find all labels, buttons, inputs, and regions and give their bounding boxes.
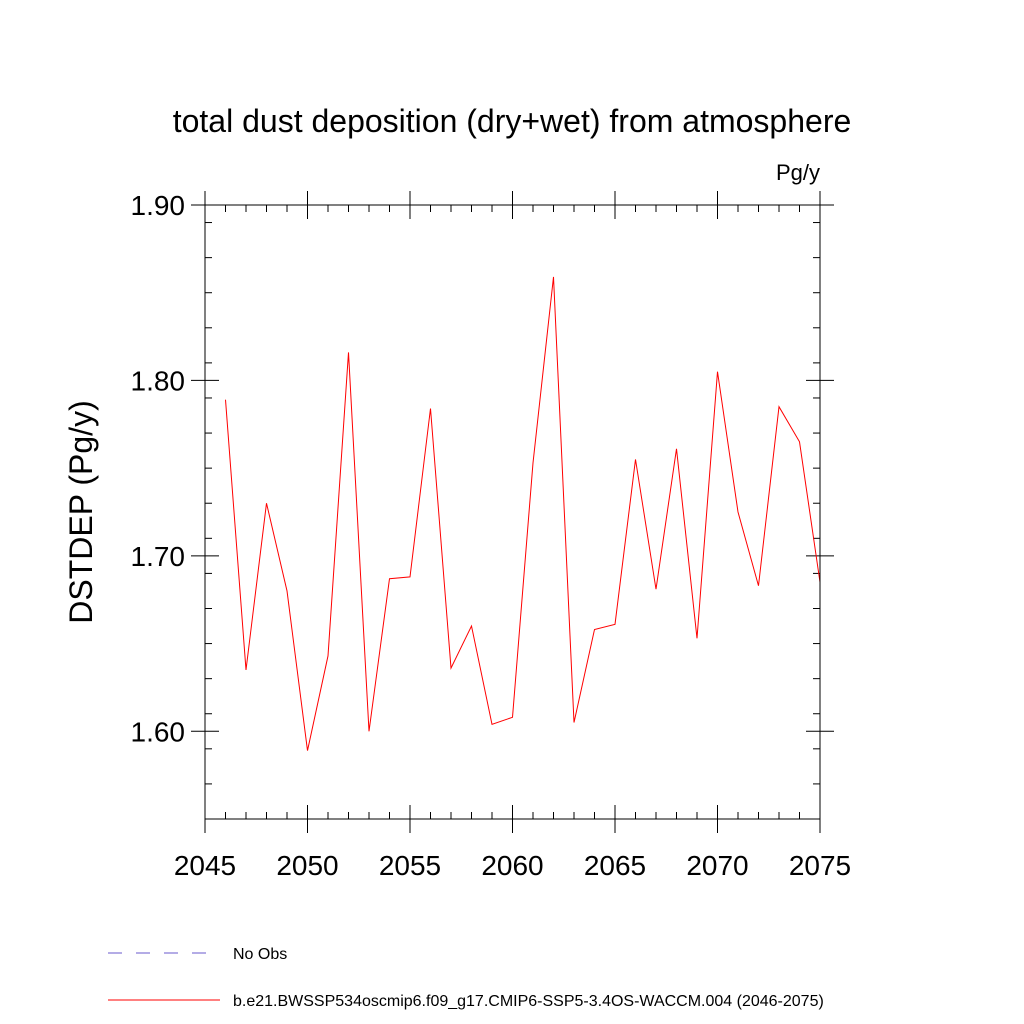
legend-label: No Obs <box>233 946 287 963</box>
y-tick-label: 1.60 <box>131 716 186 747</box>
x-tick-label: 2060 <box>481 850 543 881</box>
y-tick-label: 1.90 <box>131 190 186 221</box>
x-tick-label: 2065 <box>584 850 646 881</box>
x-tick-label: 2075 <box>789 850 851 881</box>
plot-frame <box>204 204 821 820</box>
chart-title: total dust deposition (dry+wet) from atm… <box>173 103 852 139</box>
y-tick-labels: 1.60 1.70 1.80 1.90 <box>131 190 186 747</box>
legend-label: b.e21.BWSSP534oscmip6.f09_g17.CMIP6-SSP5… <box>233 993 824 1010</box>
units-label: Pg/y <box>776 160 820 185</box>
series-line <box>225 276 821 751</box>
minor-ticks <box>205 205 820 820</box>
x-tick-label: 2055 <box>379 850 441 881</box>
x-tick-label: 2050 <box>276 850 338 881</box>
x-tick-label: 2045 <box>174 850 236 881</box>
y-axis-title: DSTDEP (Pg/y) <box>63 400 99 623</box>
x-tick-label: 2070 <box>686 850 748 881</box>
legend: No Obs b.e21.BWSSP534oscmip6.f09_g17.CMIP… <box>108 946 824 1010</box>
x-tick-labels: 2045 2050 2055 2060 2065 2070 2075 <box>174 850 851 881</box>
y-tick-label: 1.70 <box>131 541 186 572</box>
y-tick-label: 1.80 <box>131 365 186 396</box>
series-layer <box>225 276 821 751</box>
